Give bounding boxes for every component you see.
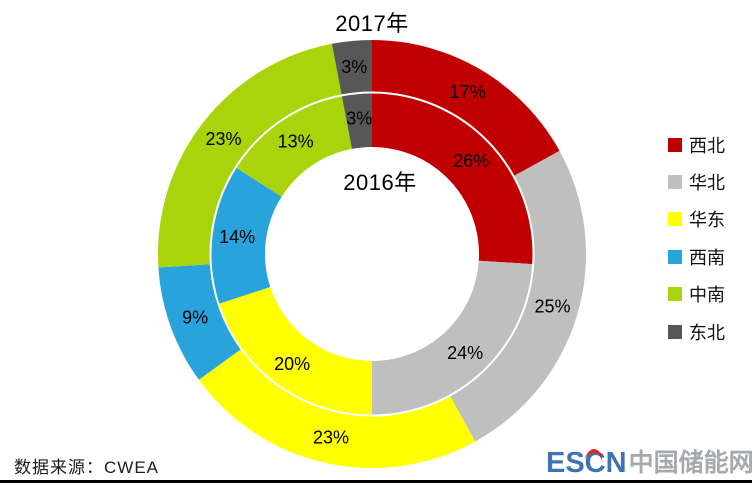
segment-label: 13% — [278, 132, 314, 152]
legend-item: 东北 — [668, 313, 750, 350]
outer-ring-title: 2017年 — [335, 11, 409, 36]
segment-label: 26% — [453, 151, 489, 171]
data-source-label: 数据来源：CWEA — [14, 458, 159, 477]
segment-label: 14% — [219, 227, 255, 247]
donut-segment-inner-1 — [372, 260, 533, 415]
donut-segment-outer-3 — [158, 264, 241, 380]
donut-segment-outer-5 — [331, 40, 372, 95]
legend-item: 西南 — [668, 238, 750, 275]
inner-ring-title: 2016年 — [343, 170, 417, 195]
escn-logo-text: ESCN — [546, 447, 627, 479]
donut-segment-outer-4 — [157, 43, 342, 268]
legend-label: 中南 — [689, 285, 725, 306]
segment-label: 20% — [274, 354, 310, 374]
legend-swatch-icon — [668, 212, 682, 227]
legend-label: 华东 — [689, 210, 725, 231]
legend-item: 华北 — [668, 163, 750, 200]
segment-label: 23% — [313, 428, 349, 448]
segment-label: 3% — [341, 57, 367, 77]
donut-segment-outer-0 — [372, 40, 560, 176]
bottom-divider — [0, 480, 752, 483]
donut-segment-outer-1 — [450, 150, 587, 442]
donut-segment-inner-3 — [211, 168, 282, 304]
segment-label: 23% — [205, 129, 241, 149]
segment-label: 25% — [534, 297, 570, 317]
legend-label: 东北 — [689, 322, 725, 343]
legend: 西北华北华东西南中南东北 — [668, 126, 750, 350]
legend-swatch-icon — [668, 175, 682, 190]
legend-swatch-icon — [668, 287, 682, 302]
segment-label: 3% — [346, 109, 372, 129]
donut-segment-inner-5 — [341, 93, 372, 149]
segment-label: 24% — [447, 343, 483, 363]
legend-label: 西北 — [689, 135, 725, 156]
legend-label: 西南 — [689, 247, 725, 268]
donut-segment-outer-2 — [198, 349, 476, 469]
legend-swatch-icon — [668, 137, 682, 152]
donut-segment-inner-0 — [372, 93, 533, 265]
legend-item: 华东 — [668, 201, 750, 238]
escn-logo-accent-swoosh-icon — [584, 448, 604, 464]
segment-label: 17% — [450, 82, 486, 102]
legend-item: 中南 — [668, 276, 750, 313]
donut-segment-inner-4 — [236, 96, 352, 197]
legend-swatch-icon — [668, 249, 682, 264]
escn-logo: ESCN 中国储能网 — [546, 448, 752, 478]
legend-swatch-icon — [668, 324, 682, 339]
legend-label: 华北 — [689, 173, 725, 194]
segment-label: 9% — [182, 308, 208, 328]
donut-segment-inner-2 — [219, 287, 372, 415]
escn-logo-cn-text: 中国储能网 — [628, 449, 752, 477]
legend-item: 西北 — [668, 126, 750, 163]
